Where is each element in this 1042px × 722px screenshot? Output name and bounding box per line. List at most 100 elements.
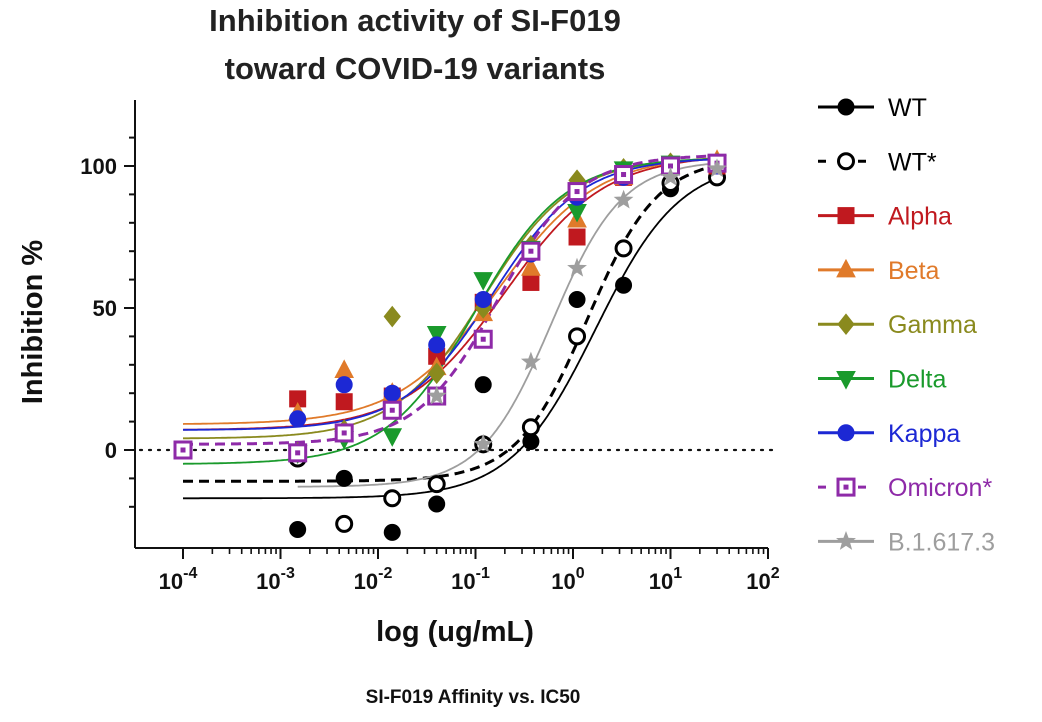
point-b-1-617-3-2 <box>520 351 541 371</box>
x-tick-label--2: 10-2 <box>354 565 393 594</box>
point-beta-1 <box>334 359 355 378</box>
legend-marker-delta <box>836 371 856 390</box>
legend: WT WT* Alpha Beta Gamma Delta Kappa Omicron* B.1… <box>818 94 995 556</box>
legend-marker-kappa <box>837 424 855 442</box>
point-b-1-617-3-3 <box>567 257 587 277</box>
point-wt--1 <box>335 514 354 533</box>
fit-curves <box>182 154 717 500</box>
y-tick-label-100: 100 <box>80 154 117 179</box>
point-wt-5 <box>474 376 492 394</box>
point-omicron--9-center <box>668 163 673 169</box>
point-delta-2 <box>382 428 403 447</box>
point-omicron--3-center <box>389 407 395 413</box>
point-gamma-2 <box>383 305 401 328</box>
x-tick-label-0: 100 <box>551 565 584 594</box>
fit-curve-delta <box>182 158 716 465</box>
plot-area: 0 50 100 10-4 10-3 10-2 10-1 100 101 102 <box>80 100 780 594</box>
y-tick-label-0: 0 <box>105 438 117 463</box>
data-points <box>173 149 727 541</box>
y-tick-label-50: 50 <box>93 296 117 321</box>
point-kappa-3 <box>428 336 446 354</box>
point-alpha-2 <box>335 393 353 411</box>
point-wt-4 <box>428 495 446 513</box>
point-delta-3 <box>426 326 447 345</box>
legend-marker-wt- <box>837 152 855 171</box>
legend-marker-b-1-617-3 <box>836 530 856 550</box>
legend-marker-omicron--center <box>843 484 849 490</box>
point-alpha-7 <box>568 228 586 246</box>
fit-curve-omicron- <box>183 154 716 446</box>
legend-item-omicron-: Omicron* <box>818 474 992 502</box>
point-wt--3 <box>427 475 446 494</box>
legend-label-wt: WT <box>888 94 927 122</box>
point-b-1-617-3-4 <box>613 189 634 209</box>
point-omicron--1-center <box>295 450 301 456</box>
point-b-1-617-3-6 <box>707 158 727 178</box>
x-tick-label--4: 10-4 <box>159 565 198 594</box>
x-tick-label--1: 10-1 <box>451 565 490 594</box>
legend-item-wt: WT <box>818 94 927 122</box>
point-wt-7 <box>568 290 586 308</box>
chart-title-line-1: Inhibition activity of SI-F019 <box>209 3 621 38</box>
point-delta-4 <box>473 272 494 291</box>
point-wt--7 <box>614 239 633 258</box>
legend-label-omicron-: Omicron* <box>888 474 992 502</box>
y-axis-label: Inhibition % <box>17 240 49 405</box>
fit-curve-b-1-617-3 <box>297 162 717 488</box>
x-tick-label-2: 102 <box>746 565 779 594</box>
point-alpha-6 <box>522 273 540 291</box>
x-axis-label: log (ug/mL) <box>376 616 534 648</box>
legend-label-gamma: Gamma <box>888 311 977 339</box>
point-b-1-617-3-5 <box>660 166 681 186</box>
point-wt-2 <box>335 469 353 487</box>
legend-label-delta: Delta <box>888 366 946 394</box>
point-kappa-0 <box>289 410 307 428</box>
point-omicron--7-center <box>574 189 580 195</box>
point-gamma-3 <box>428 362 446 385</box>
x-tick-label--3: 10-3 <box>256 565 295 594</box>
legend-item-alpha: Alpha <box>818 203 952 231</box>
point-omicron--0-center <box>180 447 186 453</box>
legend-label-alpha: Alpha <box>888 203 952 231</box>
fit-curve-kappa <box>182 158 716 431</box>
legend-item-gamma: Gamma <box>818 311 977 339</box>
fit-curve-alpha <box>183 157 716 431</box>
point-beta-5 <box>521 257 541 276</box>
legend-marker-wt <box>837 98 855 116</box>
legend-label-kappa: Kappa <box>888 420 960 448</box>
x-tick-label-1: 101 <box>649 565 682 594</box>
point-b-1-617-3-0 <box>426 385 447 405</box>
legend-label-b-1-617-3: B.1.617.3 <box>888 528 995 556</box>
point-omicron--6-center <box>528 248 534 254</box>
legend-label-wt-: WT* <box>888 148 937 176</box>
legend-label-beta: Beta <box>888 257 940 285</box>
legend-item-delta: Delta <box>818 366 946 394</box>
point-wt-3 <box>383 523 401 541</box>
point-kappa-2 <box>383 384 401 402</box>
legend-item-wt-: WT* <box>818 148 937 176</box>
point-omicron--8-center <box>621 172 627 178</box>
fit-curve-wt <box>183 178 716 500</box>
fit-curve-beta <box>182 157 716 425</box>
point-wt--6 <box>568 327 587 346</box>
chart-footer: SI-F019 Affinity vs. IC50 <box>366 687 581 708</box>
legend-marker-gamma <box>837 313 855 336</box>
point-wt-8 <box>615 276 633 294</box>
legend-item-beta: Beta <box>818 257 940 285</box>
legend-item-b-1-617-3: B.1.617.3 <box>818 528 995 556</box>
point-omicron--5-center <box>480 336 486 342</box>
point-wt-1 <box>289 521 307 539</box>
point-kappa-1 <box>335 376 353 394</box>
fit-curve-wt- <box>183 164 716 483</box>
point-omicron--2-center <box>341 430 347 436</box>
legend-marker-alpha <box>837 207 855 225</box>
point-kappa-4 <box>474 290 492 308</box>
point-b-1-617-3-1 <box>473 433 494 453</box>
point-wt--2 <box>383 489 402 508</box>
legend-marker-beta <box>836 258 856 278</box>
legend-item-kappa: Kappa <box>818 420 960 448</box>
fit-curve-gamma <box>183 158 716 440</box>
chart-title-line-2: toward COVID-19 variants <box>225 51 606 86</box>
